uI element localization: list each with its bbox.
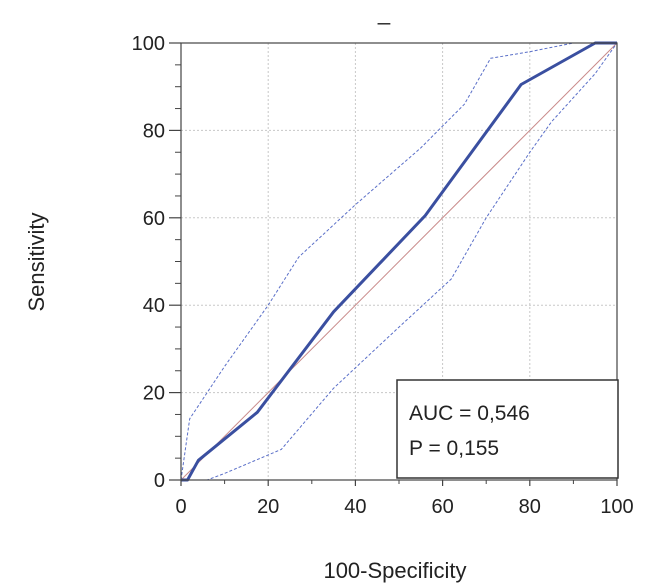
axes: 0 20 40 60 80 100 0 20 40 60 80 100 (132, 33, 634, 518)
y-tick-label: 20 (143, 383, 165, 405)
reference-diagonal-line (180, 42, 618, 481)
chart-marks (180, 41, 618, 482)
x-tick-label: 20 (257, 496, 279, 518)
y-tick-label: 60 (143, 208, 165, 230)
stats-box: AUC = 0,546 P = 0,155 (396, 379, 619, 479)
stats-box-frame (396, 379, 619, 479)
p-value-label: P = 0,155 (409, 437, 499, 460)
x-tick-label: 0 (175, 496, 186, 518)
y-tick-label: 100 (132, 33, 165, 55)
y-axis-title: Sensitivity (24, 212, 49, 311)
y-tick-label: 40 (143, 295, 165, 317)
x-tick-label: 40 (344, 496, 366, 518)
y-tick-label: 0 (154, 470, 165, 492)
chart-title: _ (377, 0, 391, 25)
x-tick-label: 100 (600, 496, 633, 518)
ci-upper-line (180, 42, 617, 481)
ci-lower-line (181, 42, 618, 481)
roc-curve-line (181, 41, 617, 482)
y-tick-label: 80 (143, 120, 165, 142)
x-tick-label: 80 (519, 496, 541, 518)
auc-label: AUC = 0,546 (409, 402, 530, 425)
x-axis-title: 100-Specificity (323, 558, 466, 583)
x-tick-label: 60 (431, 496, 453, 518)
